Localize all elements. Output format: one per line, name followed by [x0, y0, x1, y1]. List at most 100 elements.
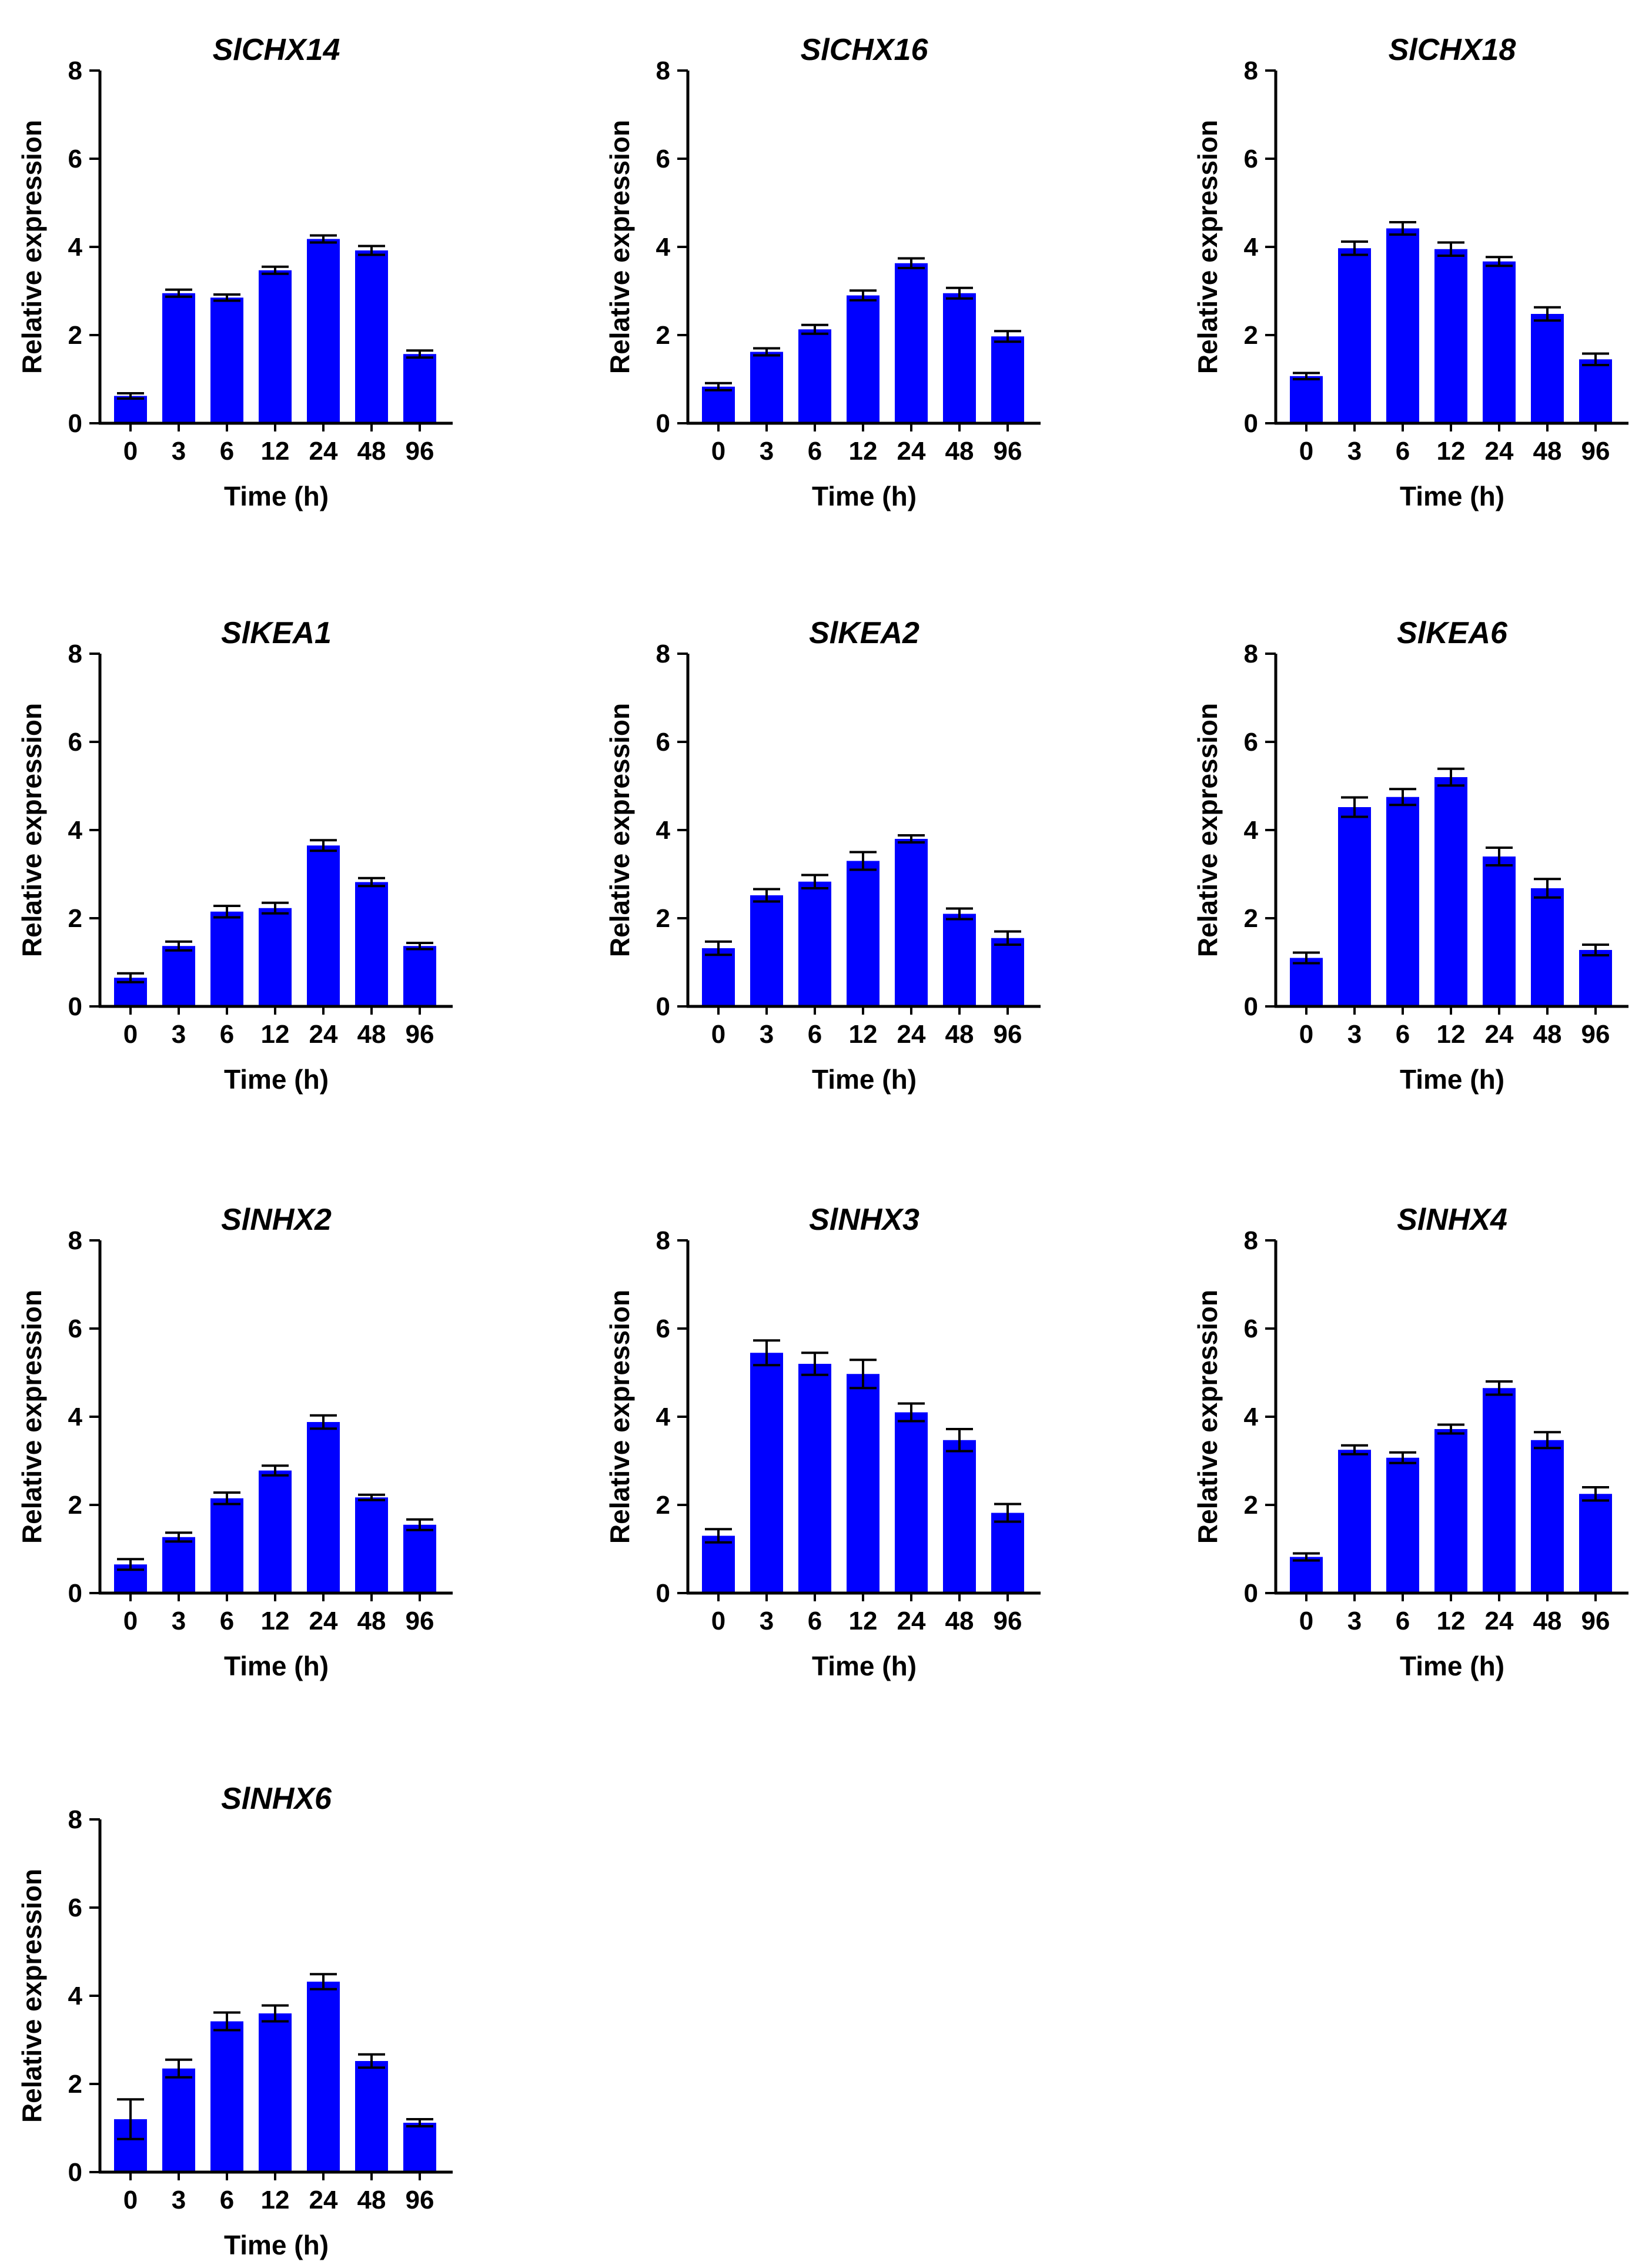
- y-tick-label: 6: [68, 1893, 82, 1922]
- x-tick-label: 0: [711, 437, 725, 466]
- panel-title: SlKEA1: [221, 616, 332, 650]
- panel-title: SlCHX18: [1389, 33, 1516, 67]
- bar: [750, 352, 783, 423]
- bar: [991, 336, 1024, 423]
- y-tick-label: 2: [656, 1491, 670, 1520]
- y-tick-label: 4: [68, 816, 83, 845]
- y-tick-label: 4: [1244, 816, 1259, 845]
- bar: [355, 2061, 388, 2172]
- x-tick-label: 0: [1299, 1020, 1313, 1049]
- x-tick-label: 3: [172, 1020, 186, 1049]
- x-tick-label: 3: [760, 1020, 774, 1049]
- x-tick-label: 6: [1396, 1020, 1410, 1049]
- y-tick-label: 6: [656, 145, 670, 173]
- bar: [403, 1524, 436, 1593]
- x-tick-label: 6: [1396, 437, 1410, 466]
- bar: [307, 239, 340, 423]
- y-tick-label: 4: [656, 816, 671, 845]
- x-tick-label: 0: [123, 1607, 138, 1635]
- bar: [1531, 1440, 1564, 1593]
- bar: [355, 882, 388, 1006]
- bar: [798, 1364, 831, 1593]
- bar: [702, 386, 735, 423]
- bar: [1386, 797, 1419, 1006]
- bar: [403, 946, 436, 1006]
- x-tick-label: 3: [1347, 1020, 1362, 1049]
- y-axis-label: Relative expression: [604, 1290, 635, 1544]
- bar: [1579, 950, 1612, 1006]
- y-tick-label: 6: [656, 728, 670, 757]
- y-tick-label: 8: [68, 1805, 82, 1834]
- y-tick-label: 4: [68, 233, 83, 262]
- bar: [798, 329, 831, 423]
- x-tick-label: 3: [1347, 1607, 1362, 1635]
- y-tick-label: 2: [656, 904, 670, 933]
- y-axis-label: Relative expression: [1192, 703, 1223, 957]
- x-axis-label: Time (h): [224, 1064, 329, 1095]
- bar: [1290, 376, 1323, 423]
- bar: [847, 861, 879, 1006]
- bar: [943, 293, 976, 423]
- y-tick-label: 0: [68, 409, 82, 438]
- bar: [1434, 1429, 1467, 1593]
- bar: [1338, 807, 1371, 1006]
- y-axis-label: Relative expression: [604, 120, 635, 374]
- x-tick-label: 6: [808, 1607, 822, 1635]
- panel-title: SlCHX14: [213, 33, 340, 67]
- y-tick-label: 0: [656, 1579, 670, 1608]
- bar: [895, 263, 928, 423]
- bar: [355, 250, 388, 423]
- x-tick-label: 24: [309, 2186, 338, 2214]
- x-tick-label: 12: [261, 1607, 290, 1635]
- y-tick-label: 8: [656, 640, 670, 668]
- x-tick-label: 6: [808, 437, 822, 466]
- x-tick-label: 48: [357, 437, 386, 466]
- bar: [1434, 777, 1467, 1006]
- x-tick-label: 96: [1581, 437, 1610, 466]
- x-tick-label: 6: [220, 1020, 234, 1049]
- x-tick-label: 6: [1396, 1607, 1410, 1635]
- bar: [162, 2068, 195, 2172]
- y-tick-label: 2: [656, 321, 670, 350]
- bar: [114, 396, 147, 423]
- bar: [162, 1537, 195, 1593]
- y-tick-label: 4: [68, 1982, 83, 2010]
- x-tick-label: 0: [1299, 437, 1313, 466]
- y-tick-label: 6: [656, 1314, 670, 1343]
- x-tick-label: 12: [849, 437, 878, 466]
- x-tick-label: 3: [172, 2186, 186, 2214]
- x-tick-label: 12: [1437, 437, 1466, 466]
- panel-title: SlNHX2: [221, 1203, 332, 1237]
- bar: [702, 948, 735, 1006]
- x-tick-label: 12: [849, 1020, 878, 1049]
- bar: [943, 914, 976, 1006]
- x-tick-label: 3: [172, 437, 186, 466]
- x-tick-label: 96: [994, 1607, 1022, 1635]
- bar: [210, 1498, 243, 1593]
- y-tick-label: 2: [1244, 321, 1258, 350]
- y-tick-label: 0: [68, 992, 82, 1021]
- x-tick-label: 24: [309, 437, 338, 466]
- y-tick-label: 6: [1244, 728, 1258, 757]
- bar: [895, 839, 928, 1006]
- y-tick-label: 0: [1244, 409, 1258, 438]
- y-tick-label: 2: [68, 904, 82, 933]
- bar: [991, 1513, 1024, 1593]
- bar: [210, 297, 243, 423]
- bar: [991, 938, 1024, 1006]
- x-tick-label: 96: [1581, 1020, 1610, 1049]
- y-tick-label: 4: [656, 1403, 671, 1431]
- y-tick-label: 0: [656, 992, 670, 1021]
- y-tick-label: 4: [656, 233, 671, 262]
- bar: [847, 295, 879, 423]
- x-tick-label: 24: [309, 1607, 338, 1635]
- bar: [1579, 1494, 1612, 1593]
- bar: [259, 1470, 292, 1593]
- x-tick-label: 3: [760, 437, 774, 466]
- bar: [847, 1374, 879, 1593]
- bar: [162, 946, 195, 1006]
